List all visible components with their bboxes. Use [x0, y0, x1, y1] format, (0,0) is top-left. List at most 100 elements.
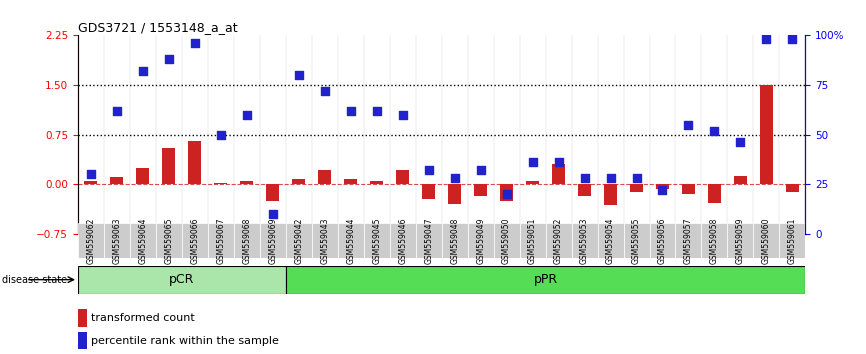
- Text: GDS3721 / 1553148_a_at: GDS3721 / 1553148_a_at: [78, 21, 237, 34]
- Bar: [786, 184, 798, 192]
- Point: [370, 108, 384, 114]
- Bar: [312, 223, 338, 258]
- Bar: [656, 184, 669, 189]
- Text: GSM559057: GSM559057: [684, 217, 693, 264]
- Point: [474, 167, 488, 173]
- Text: GSM559055: GSM559055: [632, 217, 641, 264]
- Bar: [578, 184, 591, 196]
- Text: GSM559042: GSM559042: [294, 217, 303, 264]
- Point: [396, 112, 410, 118]
- Bar: [319, 170, 331, 184]
- Point: [266, 211, 280, 217]
- Text: GSM559069: GSM559069: [268, 217, 277, 264]
- Bar: [475, 184, 487, 196]
- Bar: [701, 223, 727, 258]
- Text: GSM559051: GSM559051: [528, 217, 537, 264]
- Point: [682, 122, 695, 127]
- Bar: [390, 223, 416, 258]
- Text: GSM559053: GSM559053: [580, 217, 589, 264]
- Bar: [416, 223, 442, 258]
- Bar: [345, 179, 358, 184]
- Text: GSM559056: GSM559056: [658, 217, 667, 264]
- Point: [578, 175, 591, 181]
- Bar: [727, 223, 753, 258]
- Bar: [338, 223, 364, 258]
- Text: GSM559049: GSM559049: [476, 217, 485, 264]
- Text: GSM559060: GSM559060: [762, 217, 771, 264]
- Bar: [286, 266, 805, 294]
- Text: GSM559065: GSM559065: [165, 217, 173, 264]
- Point: [785, 36, 799, 42]
- Bar: [604, 184, 617, 205]
- Text: GSM559061: GSM559061: [788, 217, 797, 264]
- Text: GSM559066: GSM559066: [191, 217, 199, 264]
- Point: [214, 132, 228, 137]
- Bar: [572, 223, 598, 258]
- Bar: [78, 309, 87, 327]
- Point: [526, 159, 540, 165]
- Bar: [156, 223, 182, 258]
- Bar: [240, 181, 253, 184]
- Bar: [104, 223, 130, 258]
- Bar: [396, 170, 409, 184]
- Bar: [78, 266, 286, 294]
- Bar: [501, 184, 513, 201]
- Text: GSM559047: GSM559047: [424, 217, 433, 264]
- Point: [759, 36, 773, 42]
- Bar: [163, 148, 175, 184]
- Point: [500, 191, 514, 197]
- Bar: [624, 223, 650, 258]
- Text: GSM559044: GSM559044: [346, 217, 355, 264]
- Point: [708, 128, 721, 133]
- Text: GSM559050: GSM559050: [502, 217, 511, 264]
- Bar: [494, 223, 520, 258]
- Text: GSM559067: GSM559067: [216, 217, 225, 264]
- Bar: [214, 183, 227, 184]
- Text: percentile rank within the sample: percentile rank within the sample: [91, 336, 279, 346]
- Point: [188, 40, 202, 46]
- Point: [630, 175, 643, 181]
- Text: disease state: disease state: [2, 275, 67, 285]
- Text: GSM559054: GSM559054: [606, 217, 615, 264]
- Bar: [520, 223, 546, 258]
- Point: [136, 68, 150, 74]
- Point: [292, 72, 306, 78]
- Point: [344, 108, 358, 114]
- Point: [162, 56, 176, 62]
- Bar: [753, 223, 779, 258]
- Bar: [630, 184, 643, 192]
- Point: [734, 139, 747, 145]
- Point: [604, 175, 617, 181]
- Bar: [546, 223, 572, 258]
- Bar: [527, 181, 539, 184]
- Point: [84, 171, 98, 177]
- Point: [318, 88, 332, 94]
- Bar: [182, 223, 208, 258]
- Bar: [234, 223, 260, 258]
- Bar: [598, 223, 624, 258]
- Bar: [442, 223, 468, 258]
- Bar: [286, 223, 312, 258]
- Bar: [734, 176, 746, 184]
- Bar: [78, 223, 104, 258]
- Text: transformed count: transformed count: [91, 313, 195, 323]
- Bar: [708, 184, 721, 202]
- Bar: [292, 179, 305, 184]
- Point: [422, 167, 436, 173]
- Bar: [267, 184, 279, 201]
- Bar: [423, 184, 436, 199]
- Point: [110, 108, 124, 114]
- Bar: [468, 223, 494, 258]
- Text: GSM559052: GSM559052: [554, 217, 563, 264]
- Bar: [188, 141, 201, 184]
- Bar: [650, 223, 675, 258]
- Bar: [78, 332, 87, 349]
- Text: GSM559058: GSM559058: [710, 217, 719, 264]
- Point: [656, 187, 669, 193]
- Bar: [130, 223, 156, 258]
- Bar: [779, 223, 805, 258]
- Bar: [208, 223, 234, 258]
- Text: pPR: pPR: [533, 273, 558, 286]
- Text: GSM559062: GSM559062: [87, 217, 95, 264]
- Bar: [682, 184, 695, 194]
